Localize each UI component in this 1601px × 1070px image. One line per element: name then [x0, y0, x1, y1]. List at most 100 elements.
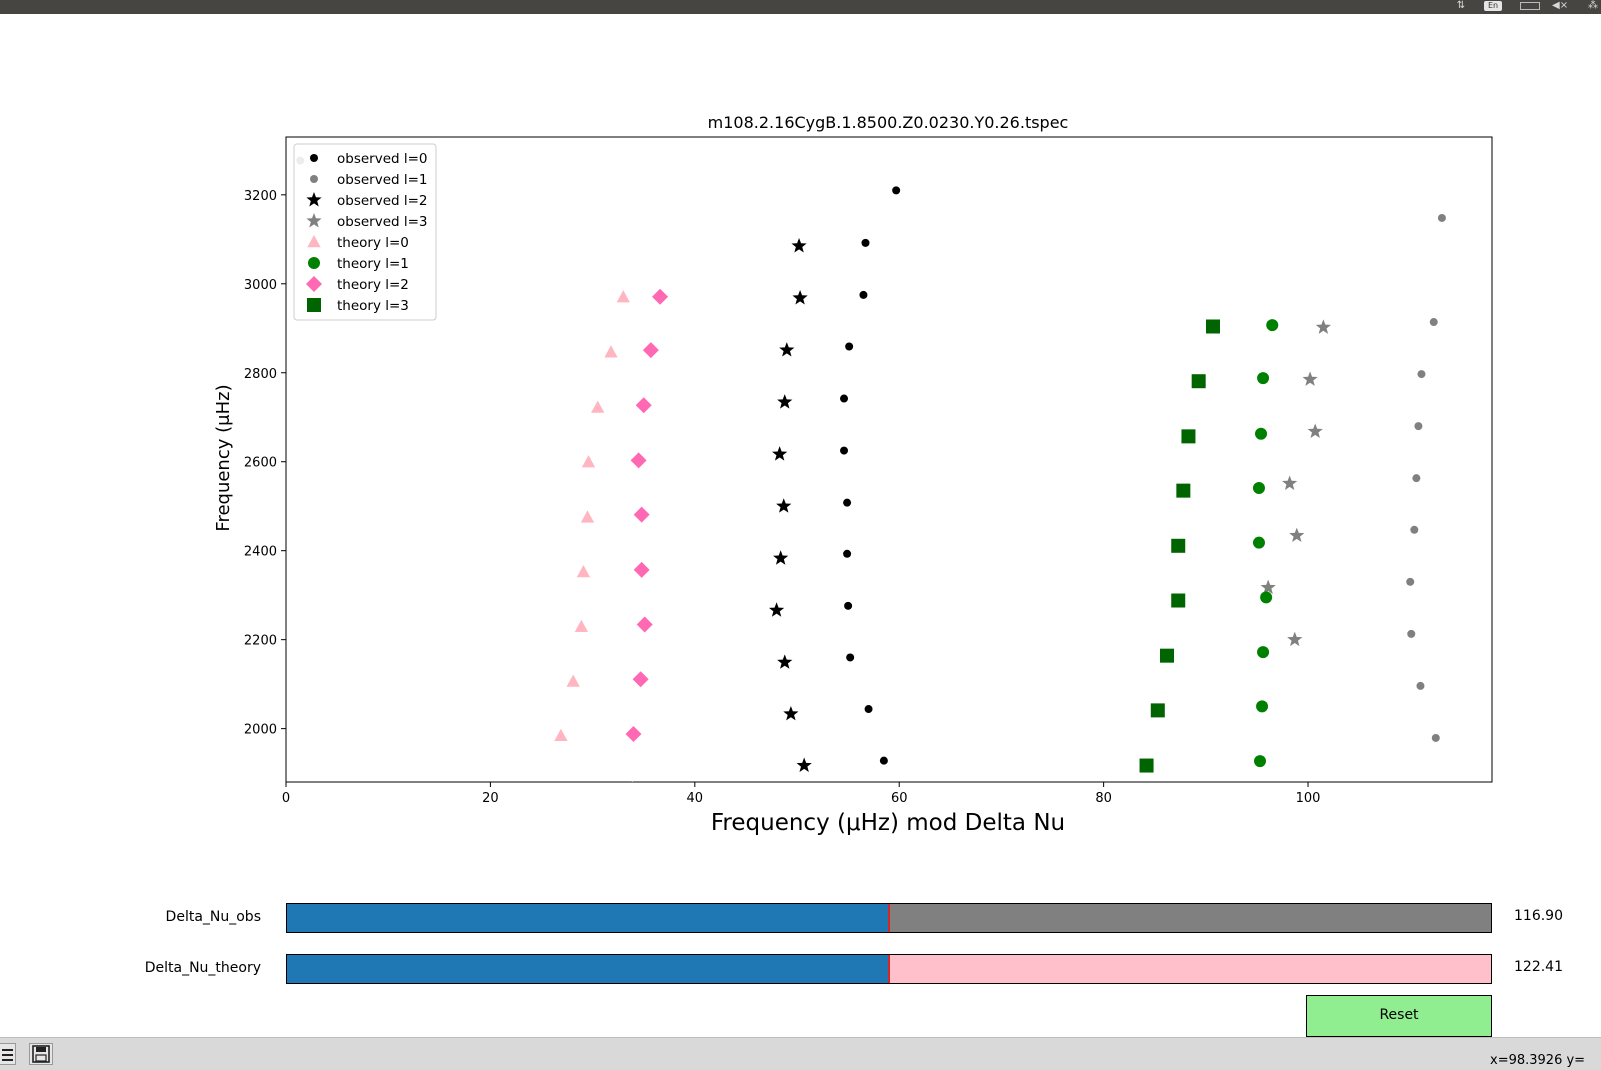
observed-l-0-point [845, 342, 854, 351]
y-axis-label: Frequency (μHz) [213, 384, 234, 531]
delta-nu-obs-slider[interactable] [286, 903, 1492, 933]
y-tick-label: 2000 [244, 723, 277, 738]
observed-l-3-point [1307, 423, 1323, 438]
theory-l-2-point [652, 288, 669, 305]
theory-l-2-point [633, 561, 650, 578]
legend-label: theory l=2 [337, 277, 409, 293]
theory-l-2-point [633, 506, 650, 523]
observed-l-0-point [844, 601, 853, 610]
delta-nu-obs-slider-handle[interactable] [888, 904, 890, 932]
x-axis-label: Frequency (μHz) mod Delta Nu [711, 810, 1065, 836]
legend-label: theory l=0 [337, 235, 409, 251]
observed-l-2-point [773, 550, 789, 565]
theory-l-0-point [604, 345, 618, 358]
observed-l-0-point [892, 186, 901, 195]
reset-button[interactable]: Reset [1306, 995, 1492, 1037]
legend-label: observed l=3 [337, 214, 428, 230]
observed-l-2-point [768, 602, 785, 617]
x-tick-label: 80 [1095, 791, 1112, 806]
y-tick-label: 3200 [244, 189, 277, 204]
system-top-bar: ⇅ En ◀× ⁂ [0, 0, 1601, 14]
theory-l-1-point [1257, 646, 1270, 659]
observed-l-1-point [1437, 213, 1446, 222]
legend-marker-observed-l-2 [306, 192, 322, 207]
theory-l-3-point [1191, 374, 1206, 389]
theory-l-2-point [631, 781, 634, 782]
legend-marker-observed-l-3 [306, 213, 322, 228]
observed-l-1-point [1429, 318, 1438, 327]
observed-l-2-point [792, 290, 808, 305]
keyboard-language-indicator[interactable]: En [1484, 1, 1502, 11]
theory-l-2-point [630, 452, 647, 469]
observed-l-3-point [1315, 319, 1331, 334]
x-tick-label: 40 [687, 791, 704, 806]
delta-nu-theory-slider[interactable] [286, 954, 1492, 984]
observed-l-1-point [1407, 629, 1416, 638]
y-tick-label: 3000 [244, 278, 277, 293]
theory-l-2-point [635, 397, 652, 414]
theory-l-3-point [1139, 758, 1154, 773]
delta-nu-theory-value: 122.41 [1514, 959, 1563, 975]
battery-icon[interactable] [1520, 2, 1540, 10]
plot-frame [285, 136, 1493, 783]
download-icon[interactable]: ⇅ [1456, 0, 1466, 11]
theory-l-0-point [576, 565, 591, 578]
observed-l-3-point [1282, 475, 1298, 490]
legend-label: observed l=0 [337, 151, 428, 167]
theory-l-1-point [1266, 319, 1279, 332]
volume-muted-icon[interactable]: ◀× [1552, 0, 1569, 11]
observed-l-1-point [1406, 577, 1415, 586]
configure-subplots-icon[interactable] [0, 1043, 16, 1065]
x-tick-label: 20 [482, 791, 499, 806]
legend-marker-observed-l-0 [310, 154, 318, 162]
tray-menu-icon[interactable]: ⁂ [1588, 0, 1598, 11]
theory-l-3-point [1176, 483, 1191, 498]
theory-l-0-point [591, 400, 605, 413]
theory-l-1-point [1253, 755, 1266, 768]
delta-nu-theory-label: Delta_Nu_theory [144, 960, 261, 976]
theory-l-3-point [1171, 593, 1186, 608]
theory-l-3-point [1171, 538, 1186, 553]
theory-l-3-point [1150, 703, 1165, 718]
theory-l-1-point [1256, 700, 1269, 713]
delta-nu-obs-label: Delta_Nu_obs [165, 909, 261, 925]
observed-l-1-point [1410, 525, 1419, 534]
data-points [296, 156, 1446, 782]
theory-l-1-point [1252, 536, 1265, 549]
y-tick-label: 2600 [244, 456, 277, 471]
legend-marker-theory-l-0 [307, 235, 321, 248]
x-tick-label: 60 [891, 791, 908, 806]
observed-l-0-point [840, 394, 849, 403]
theory-l-0-point [580, 510, 595, 523]
legend-label: theory l=1 [337, 256, 409, 272]
theory-l-1-point [1257, 372, 1270, 385]
legend-label: observed l=2 [337, 193, 428, 209]
plot-toolbar [0, 1037, 1601, 1070]
observed-l-2-point [777, 654, 793, 669]
y-tick-label: 2800 [244, 367, 277, 382]
observed-l-3-point [1287, 631, 1303, 647]
y-tick-label: 2200 [244, 634, 277, 649]
delta-nu-obs-value: 116.90 [1514, 908, 1563, 924]
cursor-coordinates: x=98.3926 y= [1490, 1053, 1586, 1068]
legend: observed l=0 observed l=1 observed l=2 obse… [293, 143, 437, 321]
observed-l-1-point [1431, 733, 1440, 742]
observed-l-2-point [772, 446, 788, 461]
theory-l-0-point [566, 674, 580, 687]
observed-l-3-point [1289, 527, 1305, 543]
theory-l-0-point [554, 728, 568, 741]
legend-box [293, 143, 437, 321]
theory-l-0-point [581, 455, 596, 468]
observed-l-0-point [861, 238, 870, 247]
observed-l-0-point [840, 446, 849, 455]
x-tick-label: 0 [282, 791, 290, 806]
save-figure-icon[interactable] [29, 1043, 53, 1065]
axes: 0 20 40 60 80 100 2000 2200 2400 2600 2800 3000 3200 [244, 136, 1493, 806]
observed-l-1-point [1416, 681, 1425, 690]
theory-l-0-point [616, 290, 630, 303]
observed-l-3-point [1260, 579, 1276, 595]
theory-l-1-point [1255, 427, 1268, 440]
delta-nu-theory-slider-handle[interactable] [888, 955, 890, 983]
delta-nu-theory-slider-fill [287, 955, 889, 983]
